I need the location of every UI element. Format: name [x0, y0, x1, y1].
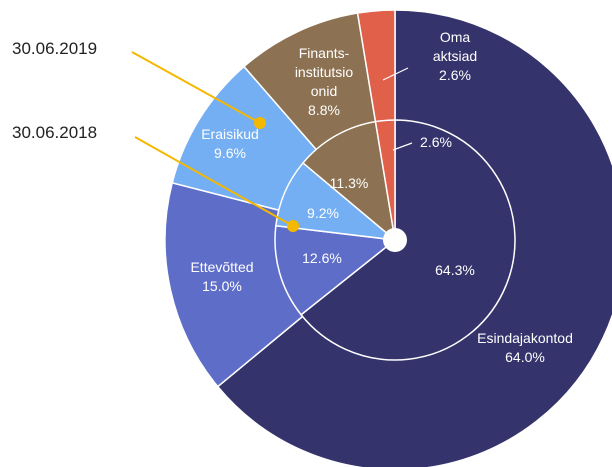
series-label: 30.06.2018 [12, 123, 97, 142]
value-label: 2.6% [420, 134, 452, 150]
value-label: 11.3% [330, 175, 369, 191]
value-label: 9.6% [214, 145, 246, 161]
wedge [301, 120, 397, 242]
wedge [300, 119, 516, 361]
hole [383, 228, 407, 252]
category-name: Ettevõtted [190, 259, 253, 275]
category-label: Eraisikud 9.6% [201, 126, 259, 161]
category-name: Esindajakontod [477, 330, 573, 346]
category-label: Esindajakontod 64.0% [477, 330, 573, 365]
value-label: 9.2% [307, 205, 339, 221]
value-label: 8.8% [308, 102, 340, 118]
category-name: Eraisikud [201, 126, 259, 142]
annotation-dot [254, 117, 266, 129]
value-label: 64.3% [435, 262, 475, 278]
annotation-line [134, 136, 294, 227]
category-name: Finants-institutsio onid [295, 45, 354, 99]
value-label: 12.6% [302, 250, 342, 266]
annotation-line [131, 51, 261, 124]
annotation-dot [287, 220, 299, 232]
wedge [274, 224, 397, 316]
wedges [164, 9, 612, 467]
category-label: Finants-institutsio onid 8.8% [295, 45, 354, 118]
category-label: Ettevõtted 15.0% [190, 259, 253, 294]
category-name: Oma aktsiad [433, 29, 477, 64]
series-label: 30.06.2019 [12, 39, 97, 58]
leader-line [382, 67, 409, 81]
value-label: 15.0% [202, 278, 242, 294]
value-label: 64.0% [505, 349, 545, 365]
category-label: Oma aktsiad 2.6% [433, 29, 477, 83]
wedge [374, 119, 396, 241]
labels: Esindajakontod 64.0% 64.3% Ettevõtted 15.0% 1… [190, 29, 572, 365]
value-label: 2.6% [439, 67, 471, 83]
leader-line [392, 142, 413, 151]
